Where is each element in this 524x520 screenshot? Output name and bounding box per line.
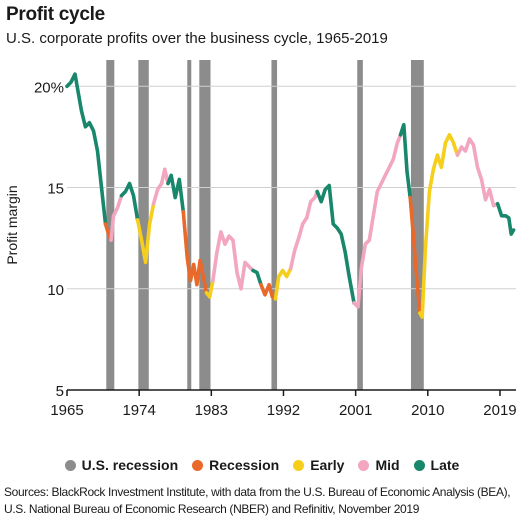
legend-swatch-mid [358,459,370,471]
segment-late-14 [315,183,356,305]
legend-swatch-late [413,459,425,471]
segment-early-4 [135,201,156,265]
recession-bar-5 [357,60,363,390]
sources-line-2: U.S. National Bureau of Economic Researc… [4,502,420,516]
segment-late-10 [251,268,263,287]
chart-subtitle: U.S. corporate profits over the business… [6,30,388,47]
recession-bar-0 [106,60,115,390]
x-tick-label-1965: 1965 [50,402,83,419]
chart-title: Profit cycle [6,4,105,25]
segment-late-20 [495,201,516,236]
segment-mid-19 [455,137,500,208]
segment-early-12 [273,266,293,301]
x-ticks: 1965 1974 1983 1992 2001 2010 2019 [50,390,517,419]
x-tick-label-1974: 1974 [122,402,155,419]
x-tick-label-1992: 1992 [267,402,300,419]
segment-mid-2 [109,193,124,242]
legend-label-us-recession: U.S. recession [81,457,179,473]
legend-label-recession: Recession [209,457,280,473]
legend-item-early: Early [293,457,344,473]
recession-bar-1 [138,60,149,390]
x-tick-label-2001: 2001 [339,402,372,419]
segment-early-8 [204,278,215,299]
legend-label-early: Early [310,457,345,473]
y-axis-label: Profit margin [4,185,20,264]
legend-swatch-early [293,459,305,471]
y-ticks: 5 10 15 20% [34,79,64,400]
y-tick-label-10: 10 [47,282,64,299]
recession-bar-4 [271,60,278,390]
sources-note: Sources: BlackRock Investment Institute,… [4,484,511,518]
legend-item-us-recession: U.S. recession [64,457,179,473]
y-tick-label-5: 5 [56,383,64,400]
legend-item-mid: Mid [358,457,400,473]
recession-bar-3 [199,60,211,390]
segment-late-6 [166,173,186,214]
legend-label-late: Late [430,457,460,473]
recession-bar-2 [187,60,192,390]
legend: U.S. recession Recession Early Mid Late [0,454,524,476]
x-tick-label-2010: 2010 [411,402,444,419]
sources-line-1: Sources: BlackRock Investment Institute,… [4,485,511,499]
profit-lines [65,72,516,319]
x-tick-label-1983: 1983 [195,402,228,419]
legend-swatch-us-recession [64,459,76,471]
segment-mid-15 [352,133,403,309]
profit-chart: 1965 1974 1983 1992 2001 2010 2019 5 10 15 20% Pr… [4,60,517,419]
segment-recession-17 [408,195,422,315]
segment-mid-9 [211,230,255,291]
legend-label-mid: Mid [375,457,400,473]
segment-mid-5 [151,167,170,206]
y-tick-label-20: 20% [34,79,64,96]
recession-bars [106,60,424,390]
x-tick-label-2019: 2019 [483,402,516,419]
segment-early-18 [417,133,460,319]
segment-recession-11 [259,282,278,301]
legend-swatch-recession [192,459,204,471]
legend-item-late: Late [413,457,460,473]
gridlines [67,85,516,290]
segment-mid-13 [288,189,320,271]
segment-late-3 [119,181,140,222]
y-tick-label-15: 15 [47,181,64,198]
segment-late-16 [398,122,413,200]
legend-item-recession: Recession [192,457,279,473]
segment-late-0 [65,72,108,226]
segment-recession-7 [181,210,209,295]
